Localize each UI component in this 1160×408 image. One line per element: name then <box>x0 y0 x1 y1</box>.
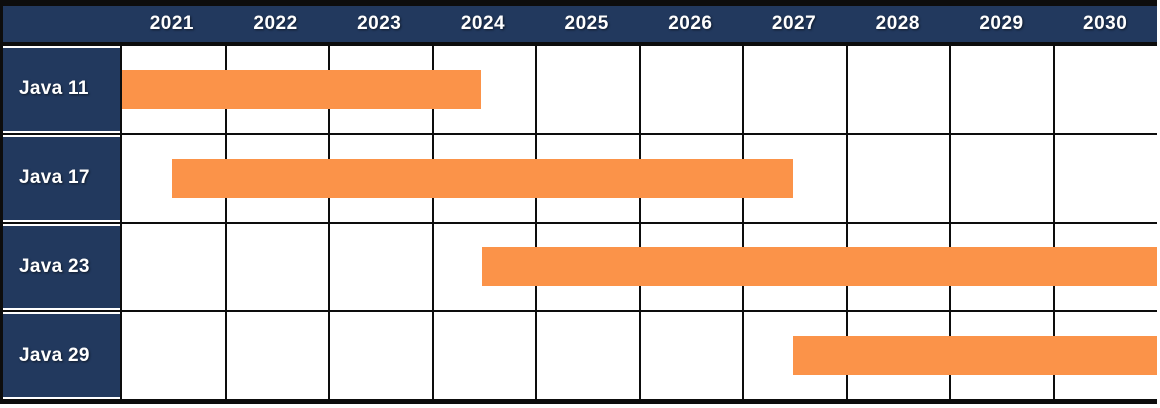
row-label: Java 11 <box>3 48 120 131</box>
grid-line <box>845 134 848 222</box>
grid-line <box>1052 134 1055 222</box>
grid-line <box>845 46 848 133</box>
grid-line <box>638 312 641 399</box>
year-axis: 2021 2022 2023 2024 2025 2026 2027 2028 2029 2030 <box>120 6 1157 42</box>
header-corner-spacer <box>3 6 120 42</box>
grid-line <box>535 312 537 399</box>
support-period-bar <box>122 69 482 109</box>
year-tick-label: 2028 <box>875 13 920 34</box>
support-period-bar <box>792 336 1157 376</box>
year-tick-label: 2027 <box>771 13 817 34</box>
year-tick-label: 2023 <box>357 13 402 34</box>
timeline-track <box>120 46 1157 133</box>
year-tick-label: 2024 <box>460 13 506 34</box>
row-label: Java 17 <box>3 136 120 220</box>
grid-line <box>949 134 951 222</box>
grid-line <box>1052 46 1055 133</box>
row-label-cell: Java 29 <box>3 312 120 399</box>
table-row: Java 11 <box>3 46 1157 133</box>
year-header-row: 2021 2022 2023 2024 2025 2026 2027 2028 2029 2030 <box>3 6 1157 42</box>
support-period-bar <box>171 158 793 198</box>
grid-line <box>328 223 330 311</box>
grid-line <box>431 223 434 311</box>
row-label: Java 23 <box>3 225 120 309</box>
row-label: Java 29 <box>3 314 120 397</box>
chart-body: Java 11 Java 17 Java 23 Java 29 <box>3 46 1157 399</box>
row-label-cell: Java 23 <box>3 223 120 311</box>
year-tick-label: 2029 <box>979 13 1024 34</box>
year-tick-label: 2021 <box>149 13 194 34</box>
table-row: Java 23 <box>3 221 1157 311</box>
grid-line <box>535 46 537 133</box>
timeline-track <box>120 223 1157 311</box>
table-row: Java 29 <box>3 310 1157 399</box>
year-tick-label: 2022 <box>253 13 298 34</box>
grid-line <box>328 312 330 399</box>
grid-line <box>742 46 744 133</box>
table-row: Java 17 <box>3 132 1157 222</box>
row-label-cell: Java 11 <box>3 46 120 133</box>
year-tick-label: 2026 <box>668 13 713 34</box>
grid-line <box>638 46 641 133</box>
grid-line <box>949 46 951 133</box>
timeline-track <box>120 312 1157 399</box>
grid-line <box>431 312 434 399</box>
support-period-bar <box>482 247 1157 287</box>
grid-line <box>224 223 227 311</box>
header-divider <box>3 42 1157 46</box>
row-label-cell: Java 17 <box>3 134 120 222</box>
grid-line <box>224 312 227 399</box>
timeline-track <box>120 134 1157 222</box>
year-tick-label: 2025 <box>564 13 609 34</box>
year-tick-label: 2030 <box>1083 13 1128 34</box>
grid-line <box>742 312 744 399</box>
